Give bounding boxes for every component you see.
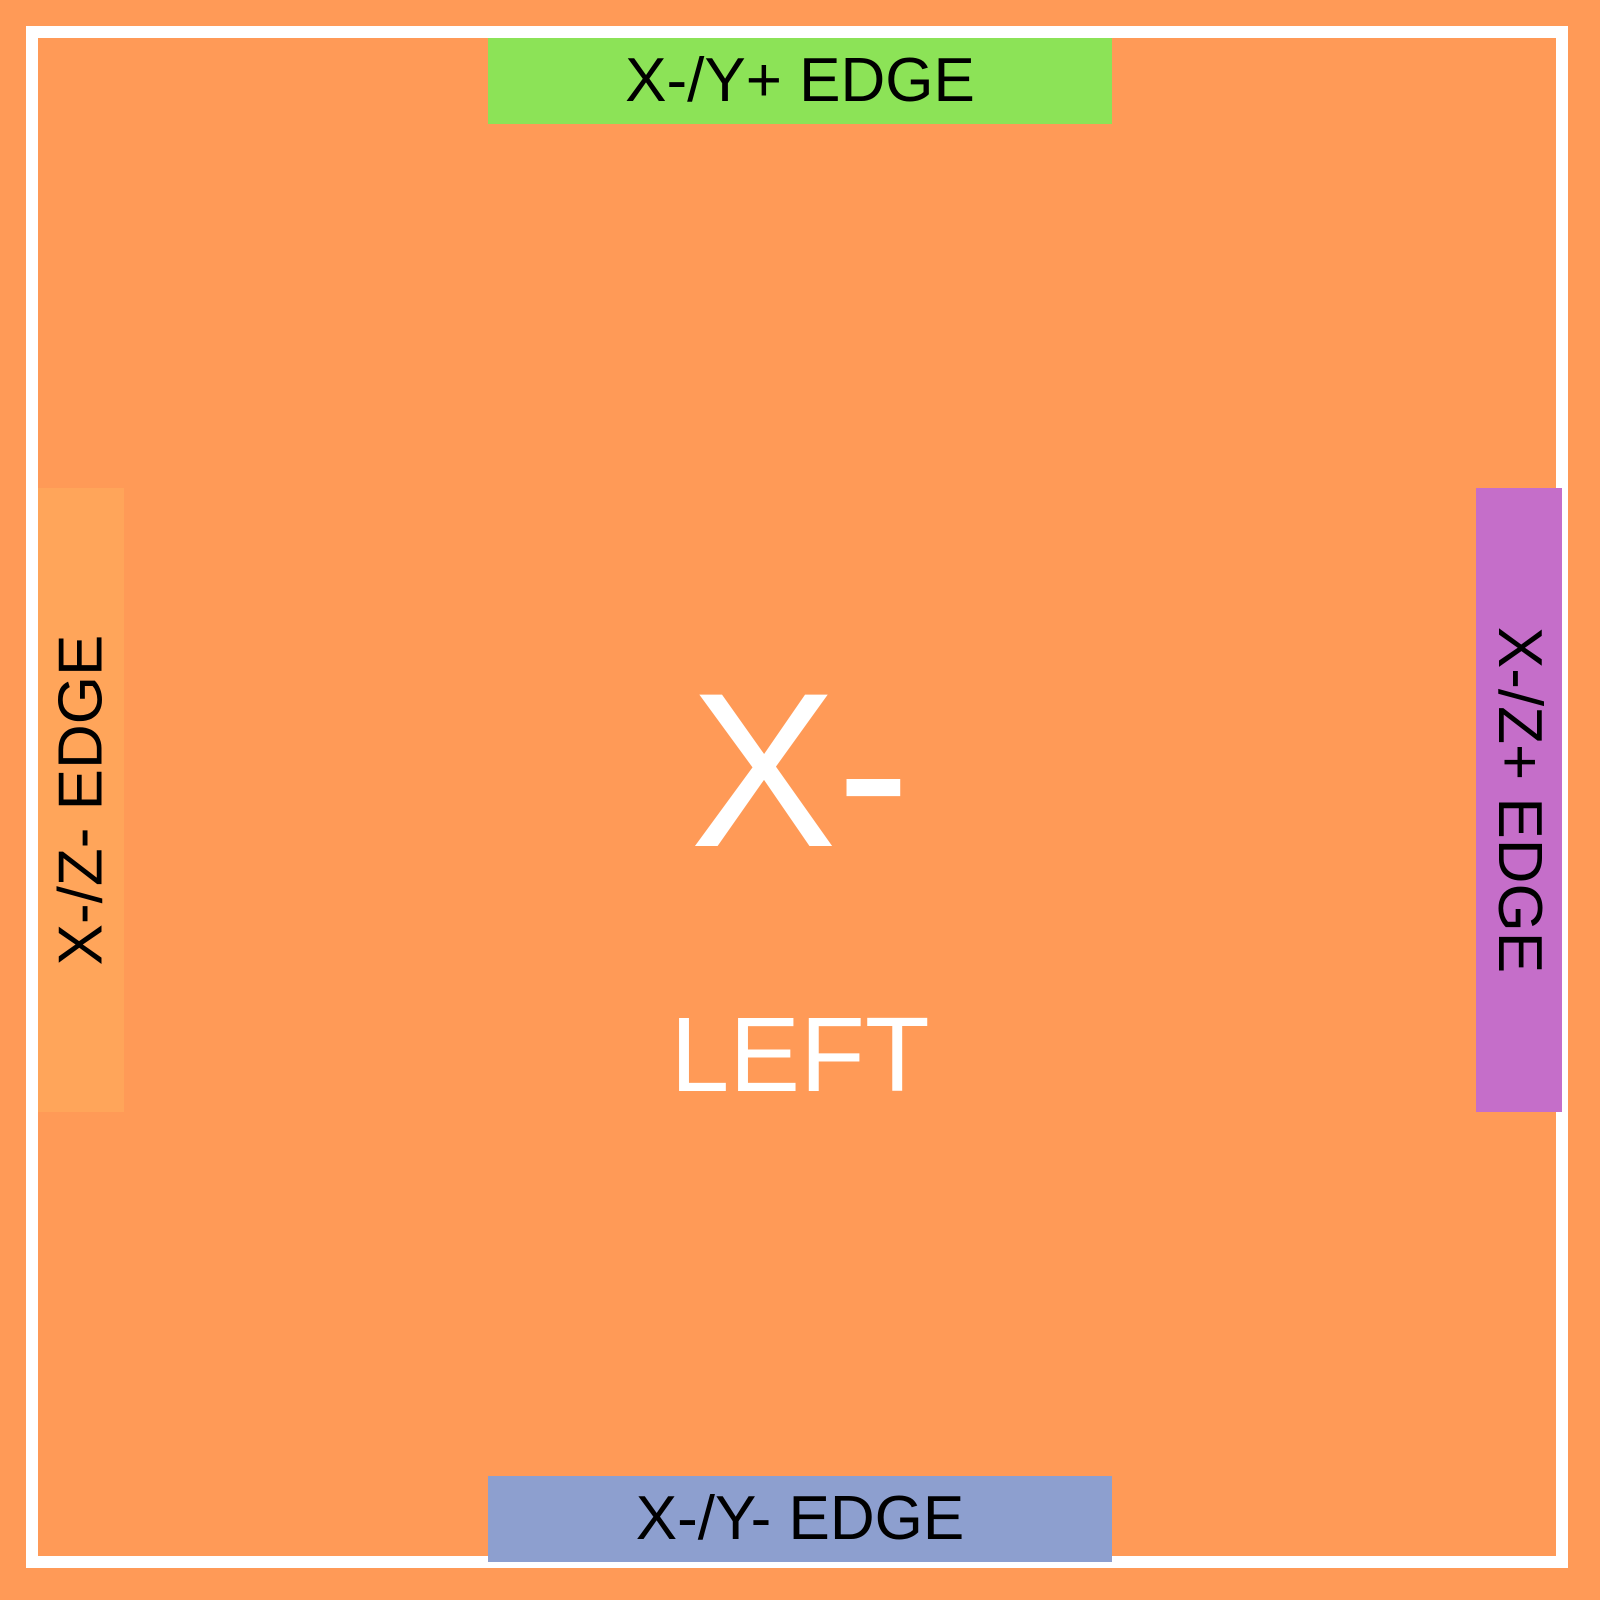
edge-bottom-label: X-/Y- EDGE xyxy=(635,1484,965,1553)
edge-top-label: X-/Y+ EDGE xyxy=(625,46,975,115)
edge-left-panel: X-/Z- EDGE xyxy=(38,488,124,1112)
face-axis-symbol: X- xyxy=(690,647,910,893)
edge-top-panel: X-/Y+ EDGE xyxy=(488,38,1112,124)
face-border xyxy=(26,26,1568,1568)
face-name-label: LEFT xyxy=(670,996,930,1114)
edge-bottom-panel: X-/Y- EDGE xyxy=(488,1476,1112,1562)
edge-right-panel: X-/Z+ EDGE xyxy=(1476,488,1562,1112)
